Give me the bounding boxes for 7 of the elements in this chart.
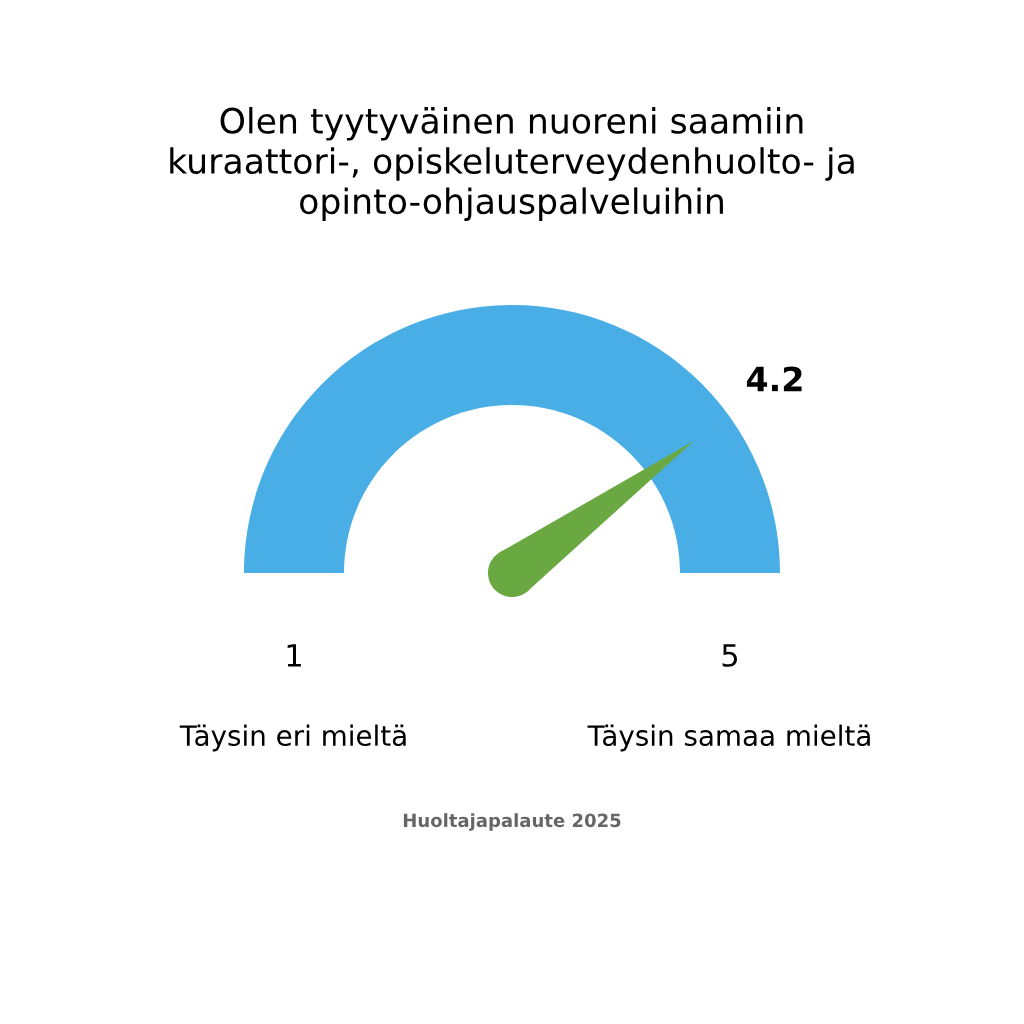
data-label: 4.2 (746, 366, 802, 392)
text: Täysin samaa mieltä (587, 724, 870, 752)
text: Olen tyytyväinen nuoreni saamiin kuraattori-, opiskeluterveydenhuolto- ja opinto-ohjauspalveluihin (170, 107, 854, 221)
text: Täysin eri mieltä (179, 724, 406, 752)
text: Huoltajapalaute 2025 (403, 813, 621, 831)
text: 5 (722, 644, 738, 667)
text: 1 (287, 644, 301, 667)
